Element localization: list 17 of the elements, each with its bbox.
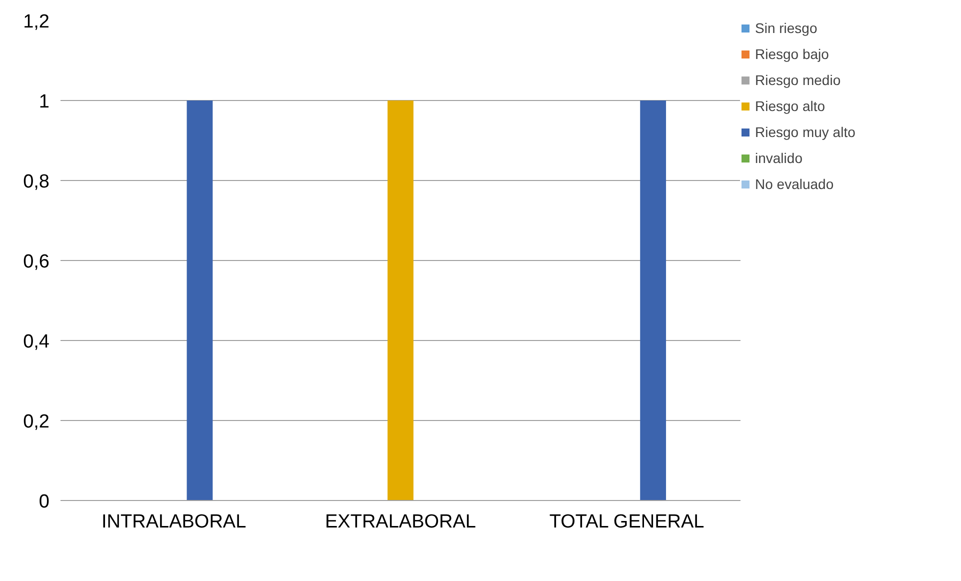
legend-label: invalido	[755, 150, 802, 166]
x-tick-label: INTRALABORAL	[102, 512, 246, 532]
y-tick-label: 0,6	[23, 252, 50, 272]
y-tick-label: 0	[38, 492, 50, 512]
y-tick-label: 1	[38, 92, 50, 112]
x-tick-label: TOTAL GENERAL	[549, 512, 704, 532]
legend-label: No evaluado	[755, 176, 834, 192]
x-tick-label: EXTRALABORAL	[325, 512, 476, 532]
y-tick-label: 1,2	[23, 12, 50, 32]
legend-label: Sin riesgo	[755, 20, 818, 36]
y-tick-label: 0,2	[23, 412, 50, 432]
legend-label: Riesgo muy alto	[755, 124, 856, 140]
y-tick-label: 0,8	[23, 172, 50, 192]
y-tick-label: 0,4	[23, 332, 50, 352]
legend-label: Riesgo alto	[755, 98, 826, 114]
legend-label: Riesgo medio	[755, 72, 841, 88]
legend-label: Riesgo bajo	[755, 46, 829, 62]
